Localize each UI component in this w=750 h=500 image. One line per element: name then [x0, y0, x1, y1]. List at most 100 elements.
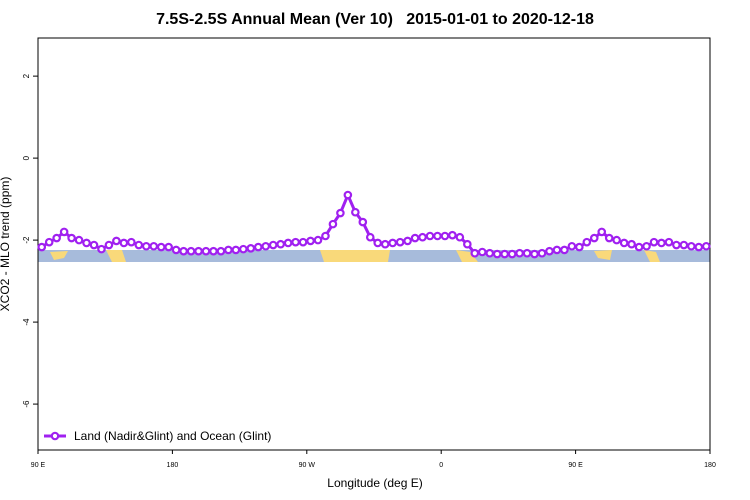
data-point: [380, 239, 390, 249]
data-point: [448, 230, 457, 240]
data-point: [589, 233, 599, 243]
data-point: [321, 231, 330, 241]
data-point: [515, 248, 524, 258]
data-point: [500, 249, 509, 259]
data-point: [358, 217, 368, 227]
data-point: [97, 244, 106, 254]
data-point: [701, 241, 711, 251]
data-point: [283, 238, 293, 248]
data-point: [59, 227, 69, 237]
data-point: [67, 233, 76, 243]
data-point: [627, 239, 636, 249]
data-point: [552, 245, 562, 255]
data-point: [149, 241, 159, 251]
data-point: [388, 238, 397, 248]
data-point: [455, 232, 465, 242]
data-point: [612, 235, 621, 245]
legend-label: Land (Nadir&Glint) and Ocean (Glint): [74, 429, 271, 443]
data-point: [298, 237, 308, 247]
data-point: [410, 233, 420, 243]
data-point: [253, 242, 263, 252]
data-point: [89, 240, 99, 250]
data-point: [186, 246, 196, 256]
x-tick-label: 90 E: [568, 462, 583, 469]
data-point: [141, 241, 151, 251]
y-axis-label: XCO2 - MLO trend (ppm): [0, 177, 12, 312]
data-point: [477, 247, 487, 257]
land-patch: [456, 250, 478, 262]
data-point: [485, 248, 495, 258]
data-point: [418, 232, 427, 242]
x-tick-label: 90 W: [299, 462, 316, 469]
data-point: [395, 237, 405, 247]
data-point: [82, 238, 91, 248]
data-point: [642, 241, 651, 251]
y-tick-label: -6: [22, 400, 31, 408]
data-point: [127, 237, 136, 247]
y-tick-label: 0: [22, 155, 31, 160]
data-point: [530, 249, 539, 259]
data-point: [246, 244, 256, 253]
data-point: [560, 245, 569, 255]
data-point: [634, 242, 644, 252]
data-point: [52, 233, 61, 243]
data-point: [537, 248, 547, 258]
data-point: [104, 240, 114, 250]
data-point: [74, 235, 84, 245]
data-point: [328, 219, 338, 229]
data-point: [365, 232, 375, 242]
land-patch: [106, 250, 126, 262]
land-patch: [644, 250, 660, 262]
plot-frame: [37, 37, 711, 451]
y-tick-label: -2: [22, 236, 31, 244]
land-patch: [50, 251, 68, 260]
data-point: [343, 190, 353, 200]
data-point: [657, 238, 666, 248]
data-point: [268, 240, 278, 250]
data-point: [649, 237, 659, 247]
data-point: [470, 248, 480, 258]
data-point: [545, 246, 554, 256]
data-point: [687, 241, 696, 251]
data-point: [261, 241, 271, 251]
legend: Land (Nadir&Glint) and Ocean (Glint): [44, 429, 271, 443]
data-point: [403, 236, 412, 246]
data-point: [433, 231, 442, 241]
data-point: [119, 238, 129, 248]
data-point: [276, 239, 285, 249]
data-point: [134, 240, 144, 250]
land-patch: [594, 250, 612, 260]
data-point: [522, 248, 532, 258]
data-point: [604, 233, 614, 243]
data-point: [209, 246, 218, 256]
x-tick-label: 0: [439, 462, 443, 469]
data-point: [201, 246, 211, 256]
x-axis-label: Longitude (deg E): [327, 476, 422, 490]
data-point: [44, 237, 54, 247]
data-point: [440, 231, 450, 241]
data-point: [507, 249, 517, 259]
data-point: [37, 242, 47, 252]
data-point: [664, 237, 674, 247]
data-point: [672, 240, 681, 250]
data-point: [313, 235, 323, 245]
data-point: [575, 242, 584, 252]
data-point: [216, 246, 226, 256]
data-point: [492, 249, 502, 259]
data-point: [291, 237, 300, 247]
data-point: [597, 227, 607, 237]
y-tick-label: 2: [22, 73, 31, 78]
data-point: [224, 245, 233, 255]
data-point: [567, 241, 577, 251]
y-tick-label: -4: [22, 318, 31, 326]
data-point: [194, 246, 203, 256]
data-point: [582, 237, 592, 247]
x-tick-label: 180: [167, 462, 179, 469]
data-point: [679, 240, 689, 250]
data-point: [336, 208, 345, 218]
data-point: [425, 231, 435, 241]
legend-marker: [50, 431, 60, 441]
data-point: [373, 238, 383, 248]
data-point: [239, 244, 248, 254]
